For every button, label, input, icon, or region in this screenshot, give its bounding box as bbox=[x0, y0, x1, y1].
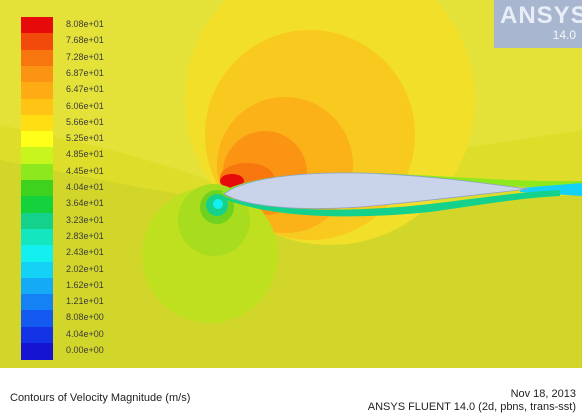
legend-swatch bbox=[21, 50, 53, 67]
legend-label: 3.23e+01 bbox=[66, 215, 104, 225]
legend-swatch bbox=[21, 262, 53, 279]
legend-swatch bbox=[21, 147, 53, 164]
stagnation-point-contour bbox=[213, 199, 223, 209]
legend-swatch bbox=[21, 66, 53, 83]
legend-swatch bbox=[21, 17, 53, 34]
legend-swatch bbox=[21, 278, 53, 295]
legend-label: 7.28e+01 bbox=[66, 52, 104, 62]
legend-label: 4.45e+01 bbox=[66, 166, 104, 176]
legend-label: 1.21e+01 bbox=[66, 296, 104, 306]
legend-swatch bbox=[21, 196, 53, 213]
legend-swatch bbox=[21, 115, 53, 132]
legend-swatch bbox=[21, 99, 53, 116]
logo-name: ANSYS bbox=[500, 2, 582, 30]
legend-label: 0.00e+00 bbox=[66, 345, 104, 355]
color-legend: 8.08e+01 7.68e+01 7.28e+01 6.87e+01 6.47e+01… bbox=[18, 17, 138, 362]
legend-swatch bbox=[21, 164, 53, 181]
legend-swatch bbox=[21, 294, 53, 311]
legend-swatch bbox=[21, 131, 53, 148]
legend-label: 2.83e+01 bbox=[66, 231, 104, 241]
legend-label: 6.47e+01 bbox=[66, 84, 104, 94]
legend-swatch bbox=[21, 180, 53, 197]
legend-label: 5.66e+01 bbox=[66, 117, 104, 127]
legend-label: 4.04e+01 bbox=[66, 182, 104, 192]
legend-label: 2.43e+01 bbox=[66, 247, 104, 257]
logo-version: 14.0 bbox=[553, 28, 576, 42]
legend-swatch bbox=[21, 33, 53, 50]
legend-label: 6.06e+01 bbox=[66, 101, 104, 111]
contour-viewport[interactable]: 8.08e+01 7.68e+01 7.28e+01 6.87e+01 6.47e+01… bbox=[0, 0, 582, 368]
plot-date: Nov 18, 2013 bbox=[511, 388, 576, 400]
solver-info: ANSYS FLUENT 14.0 (2d, pbns, trans-sst) bbox=[368, 401, 576, 413]
legend-label: 2.02e+01 bbox=[66, 264, 104, 274]
legend-label: 3.64e+01 bbox=[66, 198, 104, 208]
ansys-logo: ANSYS 14.0 bbox=[494, 0, 582, 48]
figure-footer: Contours of Velocity Magnitude (m/s) Nov… bbox=[0, 368, 582, 414]
legend-label: 6.87e+01 bbox=[66, 68, 104, 78]
legend-swatch bbox=[21, 310, 53, 327]
legend-swatch bbox=[21, 245, 53, 262]
legend-swatch bbox=[21, 82, 53, 99]
legend-label: 1.62e+01 bbox=[66, 280, 104, 290]
legend-swatch bbox=[21, 213, 53, 230]
legend-label: 4.04e+00 bbox=[66, 329, 104, 339]
legend-label: 4.85e+01 bbox=[66, 149, 104, 159]
legend-label: 8.08e+01 bbox=[66, 19, 104, 29]
plot-caption: Contours of Velocity Magnitude (m/s) bbox=[10, 392, 190, 404]
legend-swatch bbox=[21, 343, 53, 360]
legend-label: 7.68e+01 bbox=[66, 35, 104, 45]
legend-label: 5.25e+01 bbox=[66, 133, 104, 143]
legend-swatch bbox=[21, 327, 53, 344]
legend-swatch bbox=[21, 229, 53, 246]
legend-label: 8.08e+00 bbox=[66, 312, 104, 322]
